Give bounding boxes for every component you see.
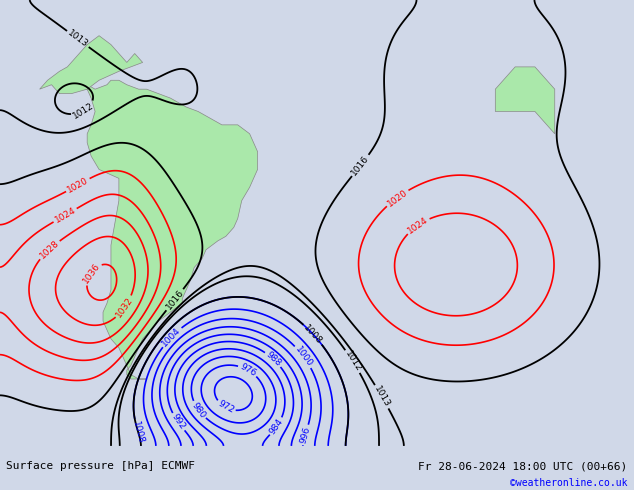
Text: Surface pressure [hPa] ECMWF: Surface pressure [hPa] ECMWF [6, 462, 195, 471]
Text: 1012: 1012 [72, 100, 96, 120]
Text: 976: 976 [238, 362, 257, 378]
Text: 1028: 1028 [38, 239, 61, 261]
Text: 1024: 1024 [406, 215, 430, 236]
Text: 1020: 1020 [66, 175, 90, 195]
Text: 1004: 1004 [160, 326, 183, 348]
Text: 984: 984 [268, 417, 285, 436]
Text: 1013: 1013 [66, 28, 90, 49]
Text: 1008: 1008 [302, 323, 324, 346]
Polygon shape [39, 36, 143, 94]
Text: 996: 996 [299, 425, 312, 444]
Text: 980: 980 [190, 400, 207, 420]
Text: 1024: 1024 [53, 206, 77, 225]
Text: 988: 988 [264, 350, 283, 368]
Text: 1013: 1013 [372, 385, 391, 409]
Text: 1020: 1020 [385, 187, 409, 208]
Text: ©weatheronline.co.uk: ©weatheronline.co.uk [510, 478, 628, 488]
Text: 972: 972 [216, 399, 235, 416]
Text: 1016: 1016 [164, 288, 186, 312]
Polygon shape [79, 80, 257, 379]
Text: Fr 28-06-2024 18:00 UTC (00+66): Fr 28-06-2024 18:00 UTC (00+66) [418, 462, 628, 471]
Polygon shape [495, 67, 555, 134]
Text: 1036: 1036 [81, 261, 101, 285]
Text: 1032: 1032 [114, 295, 135, 319]
Text: 1008: 1008 [131, 420, 145, 444]
Text: 992: 992 [169, 413, 187, 432]
Text: 1016: 1016 [350, 154, 371, 177]
Text: 1012: 1012 [343, 349, 363, 373]
Text: 1000: 1000 [293, 345, 314, 368]
